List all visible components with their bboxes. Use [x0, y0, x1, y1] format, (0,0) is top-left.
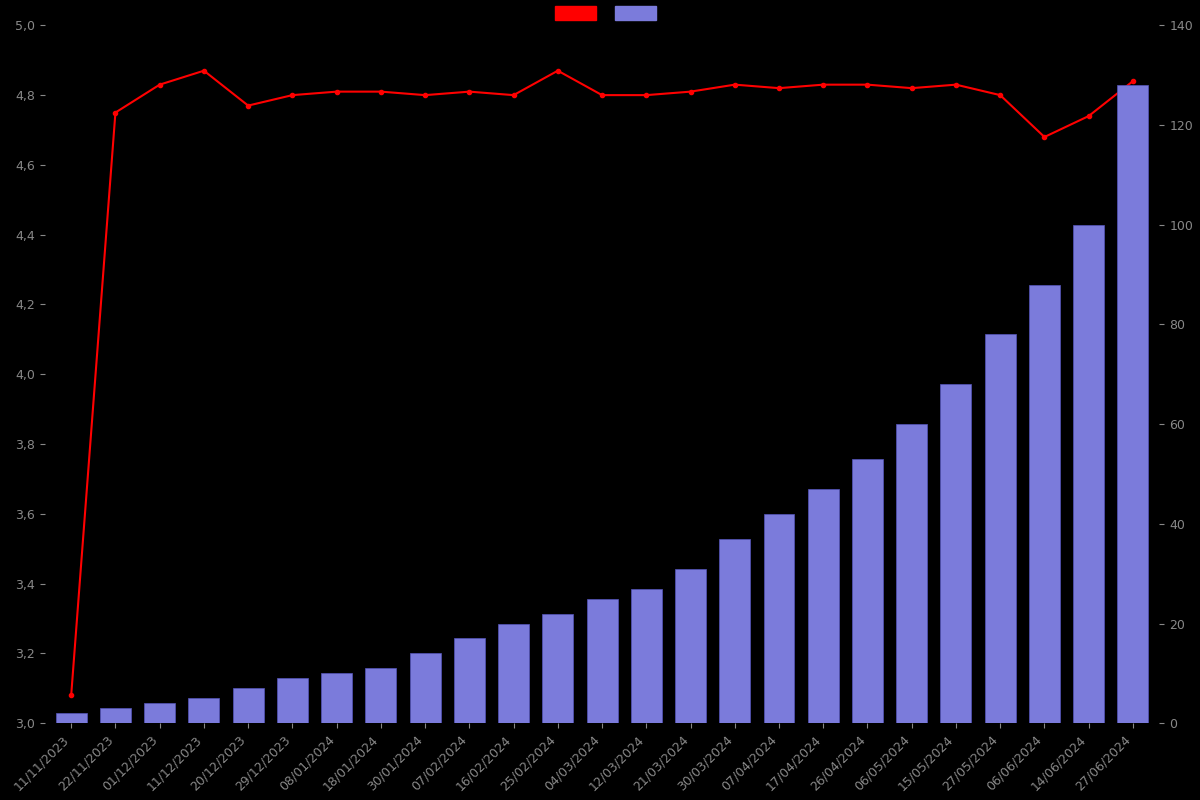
Bar [454, 638, 485, 723]
Bar [1073, 225, 1104, 723]
Bar [1028, 285, 1060, 723]
Bar [365, 668, 396, 723]
Bar [233, 688, 264, 723]
Bar [55, 714, 86, 723]
Bar [100, 708, 131, 723]
Bar [941, 384, 972, 723]
Bar [1117, 85, 1148, 723]
Bar [896, 424, 928, 723]
Bar [719, 538, 750, 723]
Bar [277, 678, 308, 723]
Bar [542, 614, 574, 723]
Bar [631, 589, 661, 723]
Bar [852, 459, 883, 723]
Bar [144, 703, 175, 723]
Bar [985, 334, 1015, 723]
Bar [322, 674, 352, 723]
Legend: , : , [550, 4, 654, 26]
Bar [587, 598, 618, 723]
Bar [676, 569, 706, 723]
Bar [763, 514, 794, 723]
Bar [498, 623, 529, 723]
Bar [409, 654, 440, 723]
Bar [808, 489, 839, 723]
Bar [188, 698, 220, 723]
